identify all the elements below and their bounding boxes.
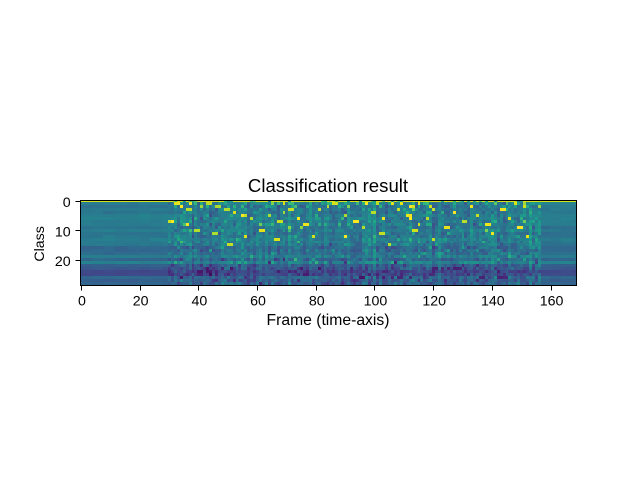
svg-text:Frame (time-axis): Frame (time-axis) (267, 312, 390, 329)
svg-text:140: 140 (481, 294, 505, 310)
svg-text:Classification result: Classification result (248, 175, 409, 196)
svg-text:20: 20 (133, 294, 149, 310)
svg-text:0: 0 (78, 294, 86, 310)
svg-text:100: 100 (364, 294, 388, 310)
svg-text:60: 60 (250, 294, 266, 310)
svg-text:40: 40 (191, 294, 207, 310)
svg-text:10: 10 (55, 225, 71, 241)
svg-text:Class: Class (32, 226, 48, 261)
svg-text:0: 0 (63, 195, 71, 211)
svg-text:20: 20 (55, 254, 71, 270)
svg-text:80: 80 (309, 294, 325, 310)
svg-text:160: 160 (540, 294, 564, 310)
svg-text:120: 120 (422, 294, 446, 310)
